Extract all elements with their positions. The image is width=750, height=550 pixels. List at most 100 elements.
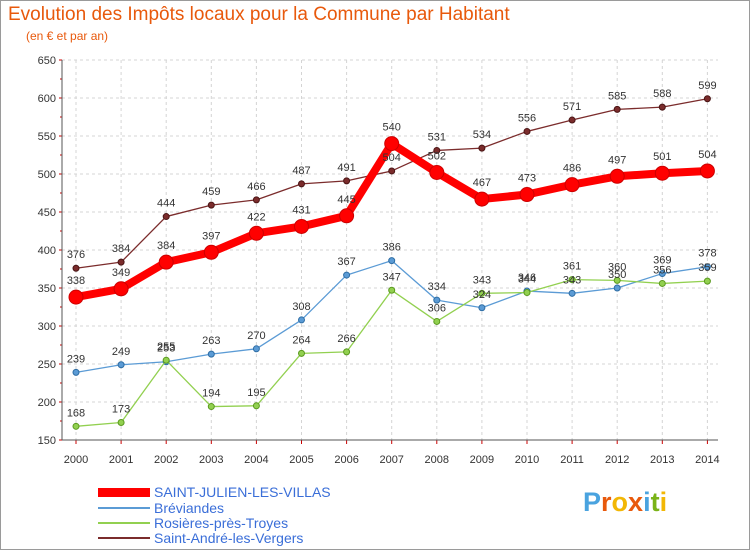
- data-label-rosieres: 306: [428, 302, 446, 314]
- legend-swatch: [98, 488, 150, 497]
- data-label-saint-andre: 384: [112, 243, 130, 255]
- logo-letter: t: [650, 487, 660, 517]
- data-label-saint-andre: 491: [337, 162, 355, 174]
- x-tick-label: 2011: [560, 454, 584, 466]
- data-label-saint-julien: 338: [67, 275, 85, 287]
- y-tick-label: 400: [38, 245, 56, 257]
- y-tick-label: 600: [38, 93, 56, 105]
- logo-letter: i: [643, 487, 651, 517]
- y-tick-label: 150: [38, 435, 56, 447]
- x-tick-label: 2012: [605, 454, 629, 466]
- data-label-breviandes: 334: [428, 281, 446, 293]
- data-point-saint-julien: [294, 218, 309, 234]
- data-point-saint-julien: [564, 177, 580, 193]
- data-label-saint-andre: 571: [563, 101, 581, 113]
- data-point-saint-julien: [654, 165, 670, 181]
- data-label-rosieres: 173: [112, 404, 130, 416]
- data-label-breviandes: 350: [608, 269, 626, 281]
- data-point-saint-julien: [339, 208, 355, 224]
- y-tick-label: 450: [38, 207, 56, 219]
- data-label-rosieres: 195: [247, 387, 265, 399]
- data-point-breviandes: [658, 270, 666, 278]
- x-tick-label: 2008: [425, 454, 449, 466]
- data-point-saint-julien: [203, 244, 219, 260]
- y-tick-label: 500: [38, 169, 56, 181]
- data-point-saint-andre: [117, 258, 125, 266]
- data-point-saint-julien: [384, 136, 400, 152]
- chart-subtitle: (en € et par an): [26, 29, 109, 43]
- data-label-saint-julien: 397: [202, 230, 220, 242]
- data-point-rosieres: [72, 422, 80, 430]
- legend-label: SAINT-JULIEN-LES-VILLAS: [154, 484, 331, 500]
- data-label-saint-andre: 444: [157, 198, 175, 210]
- x-tick-label: 2003: [199, 454, 223, 466]
- x-tick-label: 2014: [695, 454, 719, 466]
- data-label-saint-julien: 540: [383, 122, 401, 134]
- logo-letter: P: [583, 487, 602, 517]
- series-rosieres: [72, 276, 711, 430]
- data-label-saint-julien: 349: [112, 267, 130, 279]
- x-tick-label: 2000: [64, 454, 88, 466]
- data-label-saint-julien: 445: [337, 194, 355, 206]
- data-point-saint-julien: [609, 168, 625, 184]
- series-layer: [68, 95, 715, 430]
- x-tick-label: 2007: [379, 454, 403, 466]
- logo-letter: x: [628, 487, 644, 517]
- data-point-saint-andre: [252, 196, 260, 204]
- data-point-saint-andre: [568, 116, 576, 124]
- data-label-saint-julien: 467: [473, 177, 491, 189]
- logo-letter: r: [601, 487, 612, 517]
- x-tick-label: 2004: [244, 454, 268, 466]
- legend-label: Saint-André-les-Vergers: [154, 530, 304, 546]
- data-point-saint-andre: [478, 144, 486, 152]
- y-tick-label: 250: [38, 359, 56, 371]
- data-label-breviandes: 324: [473, 289, 491, 301]
- legend-swatch: [98, 522, 150, 524]
- data-point-rosieres: [523, 289, 531, 297]
- data-label-saint-andre: 376: [67, 249, 85, 261]
- data-label-saint-julien: 431: [292, 204, 310, 216]
- data-label-breviandes: 270: [247, 330, 265, 342]
- data-label-saint-andre: 534: [473, 129, 491, 141]
- legend-label: Bréviandes: [154, 500, 225, 516]
- data-point-rosieres: [568, 276, 576, 284]
- data-label-saint-andre: 466: [247, 181, 265, 193]
- data-label-saint-julien: 501: [653, 151, 671, 163]
- data-labels-layer: 376 384 444 459 466 487 491 504 531 534 556 571 585 5…: [67, 80, 717, 420]
- y-tick-label: 550: [38, 131, 56, 143]
- data-point-saint-andre: [613, 105, 621, 113]
- x-tick-label: 2009: [470, 454, 494, 466]
- data-label-saint-andre: 585: [608, 90, 626, 102]
- data-point-breviandes: [117, 361, 125, 369]
- data-point-saint-julien: [158, 254, 174, 270]
- x-tick-label: 2001: [109, 454, 133, 466]
- data-point-saint-andre: [207, 201, 215, 209]
- data-label-rosieres: 194: [202, 388, 220, 400]
- y-tick-label: 650: [38, 55, 56, 67]
- data-point-saint-andre: [703, 95, 711, 103]
- data-point-saint-julien: [113, 281, 129, 297]
- data-point-breviandes: [613, 284, 621, 292]
- x-tick-label: 2002: [154, 454, 178, 466]
- data-point-breviandes: [298, 316, 305, 324]
- data-point-saint-andre: [343, 177, 351, 185]
- data-point-saint-andre: [72, 264, 80, 272]
- data-point-breviandes: [252, 345, 260, 353]
- logo-letter: o: [611, 487, 629, 517]
- data-label-rosieres: 343: [473, 274, 491, 286]
- data-label-breviandes: 343: [563, 274, 581, 286]
- data-point-saint-andre: [162, 213, 170, 221]
- data-point-breviandes: [568, 289, 576, 297]
- data-label-saint-julien: 502: [428, 150, 446, 162]
- data-point-rosieres: [343, 348, 351, 356]
- y-tick-label: 200: [38, 397, 56, 409]
- y-tick-label: 350: [38, 283, 56, 295]
- data-label-saint-andre: 531: [428, 131, 446, 143]
- data-point-breviandes: [207, 350, 215, 358]
- x-tick-label: 2006: [334, 454, 358, 466]
- data-label-breviandes: 263: [202, 335, 220, 347]
- proxiti-logo: Proxiti: [583, 487, 667, 518]
- legend-swatch: [98, 537, 150, 539]
